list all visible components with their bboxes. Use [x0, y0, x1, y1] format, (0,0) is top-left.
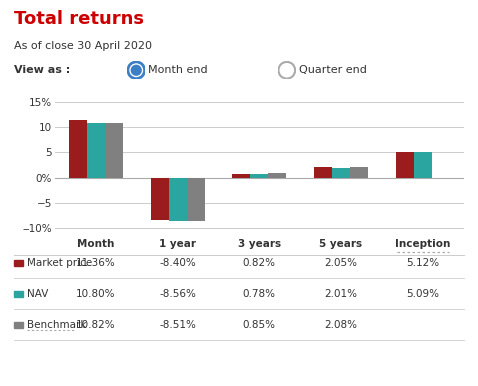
Text: 0.85%: 0.85%	[243, 320, 276, 330]
Text: Quarter end: Quarter end	[299, 65, 367, 75]
Text: 10.80%: 10.80%	[76, 289, 116, 299]
Bar	[332, 168, 350, 178]
Bar	[169, 178, 186, 221]
Bar	[232, 174, 250, 178]
Text: View as :: View as :	[14, 65, 71, 75]
Text: 2.08%: 2.08%	[325, 320, 358, 330]
Text: 1 year: 1 year	[159, 239, 196, 249]
Text: 2.01%: 2.01%	[325, 289, 358, 299]
Text: 11.36%: 11.36%	[76, 258, 116, 268]
Text: Market price: Market price	[27, 258, 92, 268]
Bar	[151, 178, 169, 220]
Text: Month: Month	[77, 239, 115, 249]
Bar	[69, 120, 87, 178]
Text: Benchmark: Benchmark	[27, 320, 86, 330]
Bar	[414, 152, 432, 178]
Bar	[105, 123, 123, 178]
Bar	[186, 178, 205, 221]
Text: 2.05%: 2.05%	[325, 258, 358, 268]
Text: NAV: NAV	[27, 289, 48, 299]
Text: 0.78%: 0.78%	[243, 289, 276, 299]
Circle shape	[131, 65, 141, 75]
Bar	[268, 173, 286, 178]
Text: 10.82%: 10.82%	[76, 320, 116, 330]
Text: 5.09%: 5.09%	[406, 289, 439, 299]
Bar	[314, 167, 332, 178]
Text: Inception: Inception	[395, 239, 450, 249]
Bar	[396, 152, 414, 178]
Text: Month end: Month end	[148, 65, 208, 75]
Bar	[350, 167, 368, 178]
Bar	[250, 174, 268, 178]
Text: -8.56%: -8.56%	[159, 289, 196, 299]
Text: 3 years: 3 years	[238, 239, 281, 249]
Text: 0.82%: 0.82%	[243, 258, 276, 268]
Text: 5 years: 5 years	[319, 239, 363, 249]
Text: 5.12%: 5.12%	[406, 258, 439, 268]
Bar	[87, 123, 105, 178]
Text: As of close 30 April 2020: As of close 30 April 2020	[14, 41, 152, 51]
Text: -8.51%: -8.51%	[159, 320, 196, 330]
Text: Total returns: Total returns	[14, 10, 144, 28]
Text: -8.40%: -8.40%	[159, 258, 196, 268]
